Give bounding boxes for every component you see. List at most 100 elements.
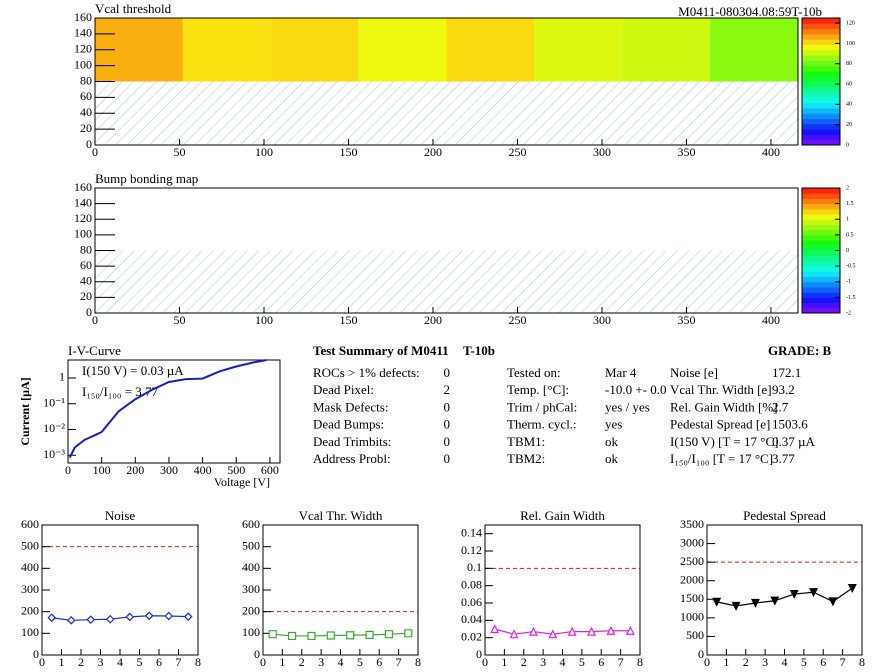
x-tick-label: 2 [299,655,305,669]
colorbar-label: -1.5 [846,295,856,301]
y-tick-label: 300 [242,582,260,596]
colorbar-step [802,39,840,45]
marker [144,611,154,621]
x-tick-label: 7 [396,655,402,669]
colorbar-step [802,86,840,93]
y-tick-label: 10⁻³ [43,447,65,461]
colorbar-step [802,18,840,24]
summary-title: Test Summary of M0411 [313,343,449,358]
colorbar-label: 0 [846,142,849,148]
summary-label: Pedestal Spread [e] [670,417,770,432]
colorbar-label: 80 [846,61,852,67]
x-tick-label: 100 [255,145,273,159]
heatmap-cell [710,18,798,82]
colorbar-step [802,81,840,88]
x-tick-label: 4 [117,655,123,669]
chart-title: Pedestal Spread [743,508,826,523]
colorbar-step [802,139,840,146]
summary-label: Tested on: [507,365,561,380]
x-tick-label: 1 [501,655,507,669]
summary-value: 172.1 [772,365,801,380]
y-tick-label: 2000 [680,572,704,586]
colorbar-step [802,134,840,141]
colorbar-step [802,107,840,114]
y-tick-label: 500 [21,538,39,552]
y-tick-label: 1 [59,370,65,384]
summary-label: I(150 V) [T = 17 °C] [670,434,778,449]
colorbar-step [802,234,840,241]
marker [828,597,838,607]
colorbar-label: 1 [846,217,849,223]
x-tick-label: 5 [579,655,585,669]
x-tick-label: 0 [260,655,266,669]
x-tick-label: 2 [521,655,527,669]
colorbar-step [802,97,840,104]
y-tick-label: 600 [242,517,260,531]
summary-value: ok [605,434,619,449]
connector-line [494,628,631,635]
x-tick-label: 5 [137,655,143,669]
colorbar-label: 20 [846,122,852,128]
summary-label: Therm. cycl.: [507,417,577,432]
x-tick-label: 250 [508,145,526,159]
y-axis-label: Current [µA] [18,377,32,445]
colorbar-step [802,123,840,130]
x-tick-label: 5 [801,655,807,669]
colorbar-step [802,292,840,298]
marker [750,598,760,608]
summary-label: TBM2: [507,451,545,466]
x-tick-label: 200 [424,313,442,327]
plot-frame [706,524,863,656]
y-tick-label: 200 [21,603,39,617]
x-tick-label: 150 [339,145,357,159]
colorbar-label: -0.5 [846,264,856,270]
marker [548,629,558,639]
colorbar-step [802,76,840,82]
colorbar-label: 1.5 [846,201,854,207]
marker [809,588,819,598]
marker [567,626,577,636]
summary-value: -10.0 +- 0.0 [605,382,667,397]
x-tick-label: 8 [859,655,865,669]
x-tick-label: 0 [39,655,45,669]
x-tick-label: 1 [723,655,729,669]
marker [847,584,857,593]
x-tick-label: 150 [339,313,357,327]
colorbar-step [802,118,840,125]
colorbar-step [802,193,840,199]
colorbar-step [802,240,840,246]
colorbar-label: -2 [846,310,851,316]
summary-value: 0 [444,399,451,414]
colorbar-step [802,250,840,257]
marker [287,631,297,641]
marker [66,615,76,625]
y-tick-label: 100 [242,625,260,639]
summary-value: Mar 4 [605,365,637,380]
marker [307,631,316,641]
colorbar-step [802,286,840,293]
chart-title: I-V-Curve [68,343,121,358]
x-tick-label: 300 [160,463,178,477]
heatmap-cell [534,18,623,82]
colorbar-step [802,23,840,30]
marker [625,625,635,635]
y-tick-label: 120 [74,42,92,56]
colorbar-step [802,28,840,35]
summary-value: 93.2 [772,382,795,397]
y-tick-label: 120 [74,211,92,225]
x-tick-label: 100 [93,463,111,477]
x-tick-label: 0 [92,313,98,327]
x-tick-label: 500 [227,463,245,477]
x-tick-label: 8 [195,655,201,669]
masked-region [95,81,798,145]
iv-curve [68,359,267,459]
colorbar-step [802,281,840,288]
colorbar-step [802,229,840,236]
summary-value: 0 [444,434,451,449]
summary-label: TBM1: [507,434,545,449]
summary-value: 2.7 [772,399,789,414]
colorbar-label: 100 [846,41,855,47]
y-tick-label: 3500 [680,517,704,531]
summary-label: Vcal Thr. Width [e] [670,382,772,397]
